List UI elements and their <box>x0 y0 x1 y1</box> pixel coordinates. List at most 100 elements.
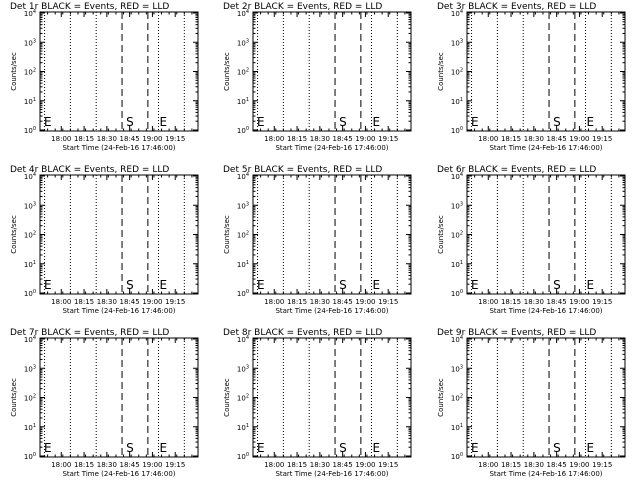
y-tick-label: 100 <box>237 289 249 298</box>
y-tick-label: 103 <box>451 38 463 47</box>
x-tick-label: 18:00 <box>51 135 71 143</box>
x-tick-label: 18:45 <box>333 461 353 469</box>
plot-frame <box>252 337 412 458</box>
end-marker: E <box>373 278 381 292</box>
panel-title: Det 8r BLACK = Events, RED = LLD <box>223 328 382 338</box>
x-axis-label: Start Time (24-Feb-16 17:46:00) <box>489 307 602 315</box>
x-axis-label: Start Time (24-Feb-16 17:46:00) <box>62 144 175 152</box>
x-tick-label: 19:00 <box>355 135 375 143</box>
panel-title: Det 4r BLACK = Events, RED = LLD <box>10 165 169 175</box>
panel-title: Det 6r BLACK = Events, RED = LLD <box>437 165 596 175</box>
end-marker: E <box>373 441 381 455</box>
end-marker: E <box>587 278 595 292</box>
x-tick-label: 18:30 <box>524 461 544 469</box>
end-marker: E <box>471 278 479 292</box>
x-tick-label: 18:30 <box>97 461 117 469</box>
y-tick-label: 100 <box>237 452 249 461</box>
x-tick-label: 19:15 <box>165 461 185 469</box>
y-axis-label: Counts/sec <box>10 52 18 91</box>
y-tick-label: 102 <box>237 68 249 77</box>
x-tick-label: 18:45 <box>547 461 567 469</box>
y-tick-label: 100 <box>24 289 36 298</box>
x-tick-label: 18:15 <box>74 298 94 306</box>
x-tick-label: 18:30 <box>310 298 330 306</box>
y-tick-label: 103 <box>237 364 249 373</box>
x-axis-label: Start Time (24-Feb-16 17:46:00) <box>62 470 175 478</box>
x-axis-label: Start Time (24-Feb-16 17:46:00) <box>489 470 602 478</box>
y-tick-label: 104 <box>237 335 249 344</box>
end-marker: E <box>44 115 52 129</box>
plot-frame <box>252 174 412 295</box>
end-marker: E <box>257 441 265 455</box>
y-axis-label: Counts/sec <box>437 52 445 91</box>
end-marker: E <box>373 115 381 129</box>
y-tick-label: 104 <box>24 172 36 181</box>
y-tick-label: 104 <box>237 172 249 181</box>
x-tick-label: 19:15 <box>165 298 185 306</box>
x-tick-label: 19:15 <box>378 298 398 306</box>
y-tick-label: 100 <box>451 289 463 298</box>
start-marker: S <box>339 441 347 455</box>
x-tick-label: 18:45 <box>120 461 140 469</box>
x-axis-label: Start Time (24-Feb-16 17:46:00) <box>489 144 602 152</box>
y-tick-label: 100 <box>451 452 463 461</box>
end-marker: E <box>160 441 168 455</box>
y-axis-label: Counts/sec <box>10 215 18 254</box>
start-marker: S <box>339 115 347 129</box>
end-marker: E <box>471 441 479 455</box>
y-tick-label: 103 <box>24 38 36 47</box>
plot-frame <box>466 174 626 295</box>
x-axis-label: Start Time (24-Feb-16 17:46:00) <box>275 470 388 478</box>
x-tick-label: 19:00 <box>569 135 589 143</box>
y-tick-label: 103 <box>451 201 463 210</box>
x-tick-label: 18:15 <box>287 135 307 143</box>
x-tick-label: 18:45 <box>120 135 140 143</box>
y-tick-label: 102 <box>237 231 249 240</box>
y-axis-label: Counts/sec <box>223 215 231 254</box>
y-tick-label: 104 <box>237 9 249 18</box>
x-tick-label: 18:45 <box>120 298 140 306</box>
plot-frame <box>39 337 199 458</box>
x-tick-label: 18:15 <box>74 461 94 469</box>
y-tick-label: 101 <box>24 260 36 269</box>
x-tick-label: 18:00 <box>264 298 284 306</box>
end-marker: E <box>257 278 265 292</box>
plot-frame <box>252 11 412 132</box>
y-tick-label: 102 <box>24 394 36 403</box>
x-tick-label: 18:15 <box>74 135 94 143</box>
x-tick-label: 19:00 <box>355 461 375 469</box>
y-tick-label: 100 <box>24 126 36 135</box>
x-tick-label: 19:00 <box>569 461 589 469</box>
y-tick-label: 104 <box>24 9 36 18</box>
y-axis-label: Counts/sec <box>437 378 445 417</box>
plot-frame <box>466 11 626 132</box>
x-tick-label: 18:00 <box>478 135 498 143</box>
plot-frame <box>39 11 199 132</box>
start-marker: S <box>553 441 561 455</box>
y-tick-label: 103 <box>24 364 36 373</box>
x-tick-label: 18:00 <box>51 298 71 306</box>
x-tick-label: 18:30 <box>310 461 330 469</box>
end-marker: E <box>257 115 265 129</box>
x-tick-label: 18:45 <box>333 298 353 306</box>
y-tick-label: 101 <box>451 97 463 106</box>
x-tick-label: 19:00 <box>142 135 162 143</box>
x-tick-label: 18:45 <box>547 298 567 306</box>
panel-title: Det 7r BLACK = Events, RED = LLD <box>10 328 169 338</box>
y-axis-label: Counts/sec <box>223 378 231 417</box>
x-tick-label: 19:00 <box>355 298 375 306</box>
y-tick-label: 104 <box>451 9 463 18</box>
y-tick-label: 101 <box>24 97 36 106</box>
y-tick-label: 103 <box>24 201 36 210</box>
y-tick-label: 100 <box>24 452 36 461</box>
y-tick-label: 101 <box>24 423 36 432</box>
start-marker: S <box>553 115 561 129</box>
